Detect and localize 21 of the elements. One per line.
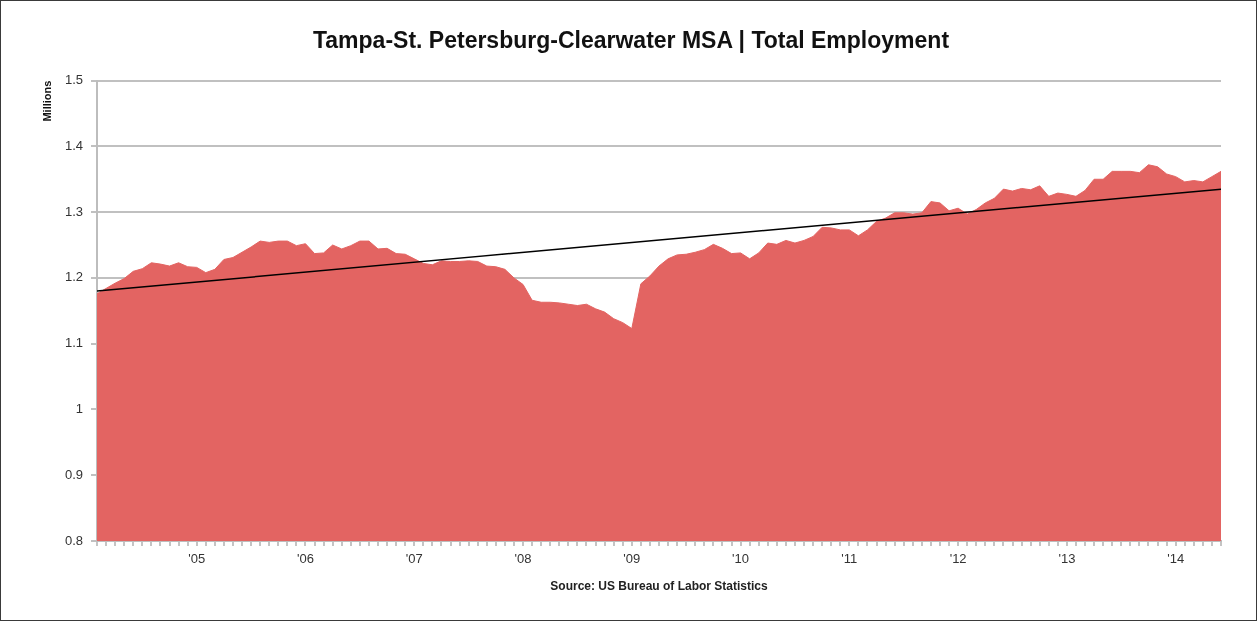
y-axis-title: Millions — [40, 80, 53, 122]
x-tick-label: '13 — [1058, 551, 1076, 567]
x-tick-label: '05 — [188, 551, 206, 567]
y-tick-label: 1.4 — [64, 137, 83, 153]
x-tick-label: '08 — [514, 551, 532, 567]
x-tick-label: '14 — [1167, 551, 1185, 567]
x-tick-label: '06 — [297, 551, 314, 567]
x-tick-label: '09 — [623, 551, 641, 567]
x-tick-label: '07 — [405, 551, 423, 567]
source-note: Source: US Bureau of Labor Statistics — [550, 579, 769, 594]
y-tick-label: 0.9 — [64, 466, 83, 482]
y-tick-label: 1 — [75, 401, 83, 417]
y-tick-label: 1.3 — [64, 203, 83, 219]
chart-title: Tampa-St. Petersburg-Clearwater MSA | Total Employment — [312, 27, 950, 54]
x-tick-label: '10 — [732, 551, 750, 567]
y-tick-label: 1.5 — [64, 72, 83, 88]
x-tick-label: '11 — [841, 551, 858, 567]
y-tick-label: 1.1 — [64, 335, 83, 351]
x-tick-label: '12 — [949, 551, 967, 567]
y-tick-label: 0.8 — [64, 532, 83, 548]
y-tick-label: 1.2 — [64, 269, 83, 285]
